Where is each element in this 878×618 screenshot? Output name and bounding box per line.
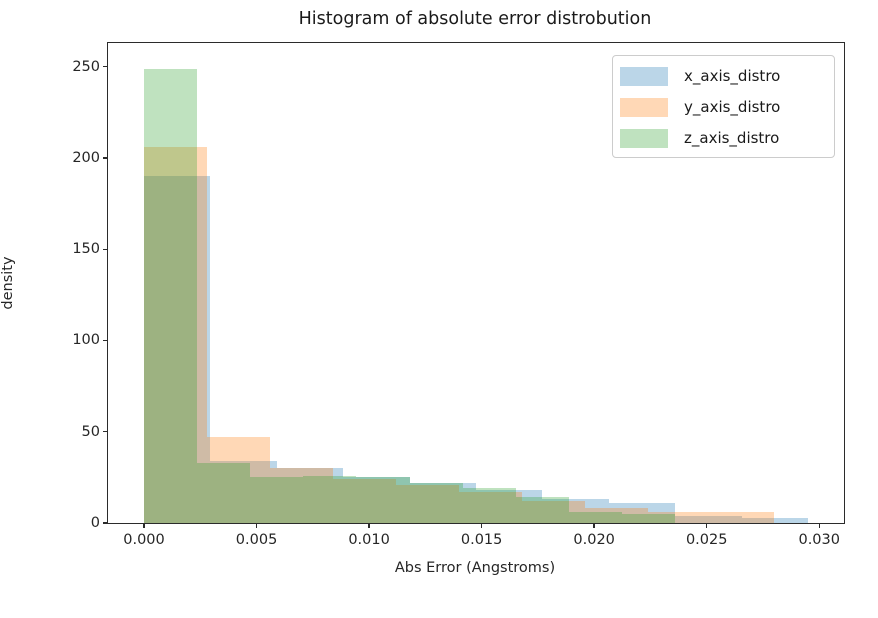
hist-bar-x_axis_distro xyxy=(276,468,344,523)
legend-box: x_axis_distro y_axis_distro z_axis_distro xyxy=(612,55,835,158)
histogram-bars-layer xyxy=(108,43,844,523)
hist-bar-z_axis_distro xyxy=(622,513,676,523)
hist-bar-x_axis_distro xyxy=(343,477,410,523)
x-tick-mark xyxy=(143,523,145,528)
hist-bar-z_axis_distro xyxy=(144,68,198,523)
y-tick-mark xyxy=(103,157,108,159)
y-tick-label: 250 xyxy=(72,58,100,75)
x-tick-mark xyxy=(818,523,820,528)
y-tick-mark xyxy=(103,339,108,342)
x-tick-label: 0.010 xyxy=(348,532,390,548)
x-tick-mark xyxy=(368,523,370,528)
y-tick-label: 200 xyxy=(72,149,100,166)
x-tick-label: 0.030 xyxy=(798,532,840,548)
x-tick-label: 0.025 xyxy=(685,532,728,548)
hist-bar-x_axis_distro xyxy=(608,502,676,523)
x-tick-label: 0.005 xyxy=(235,532,278,548)
hist-bar-x_axis_distro xyxy=(675,515,742,523)
hist-bar-z_axis_distro xyxy=(568,512,623,523)
hist-bar-z_axis_distro xyxy=(356,477,410,523)
hist-bar-z_axis_distro xyxy=(462,488,516,523)
hist-bar-y_axis_distro xyxy=(207,437,271,523)
hist-bar-y_axis_distro xyxy=(648,512,712,523)
y-tick-label: 50 xyxy=(81,423,100,440)
y-tick-mark xyxy=(103,66,108,68)
y-tick-mark xyxy=(103,248,108,250)
hist-bar-y_axis_distro xyxy=(333,479,397,523)
legend-label: x_axis_distro xyxy=(684,67,781,85)
legend-item-y_axis_distro: y_axis_distro xyxy=(620,98,825,117)
legend-item-x_axis_distro: x_axis_distro xyxy=(620,67,825,86)
hist-bar-y_axis_distro xyxy=(522,501,586,523)
y-tick-mark xyxy=(103,431,108,433)
hist-bar-z_axis_distro xyxy=(303,475,357,523)
hist-bar-y_axis_distro xyxy=(585,508,649,523)
x-tick-mark xyxy=(593,523,595,528)
legend-label: y_axis_distro xyxy=(684,98,781,116)
x-tick-mark xyxy=(480,523,483,528)
hist-bar-z_axis_distro xyxy=(197,462,251,523)
x-tick-mark xyxy=(255,523,258,528)
x-tick-mark xyxy=(706,523,708,528)
plot-area: 0.000 0.005 0.010 0.015 0.020 0.025 0.030 0 50 1… xyxy=(72,42,845,548)
x-tick-label: 0.020 xyxy=(573,532,615,548)
legend-item-z_axis_distro: z_axis_distro xyxy=(620,129,825,148)
hist-bar-x_axis_distro xyxy=(144,176,211,523)
chart-title: Histogram of absolute error distrobution xyxy=(298,9,652,29)
hist-bar-x_axis_distro xyxy=(409,482,476,523)
hist-bar-x_axis_distro xyxy=(542,499,609,523)
y-axis-label: density xyxy=(0,256,16,310)
x-axis-label: Abs Error (Angstroms) xyxy=(394,560,556,576)
x-tick-label: 0.000 xyxy=(123,532,165,548)
hist-bar-z_axis_distro xyxy=(409,482,463,523)
hist-bar-y_axis_distro xyxy=(270,468,334,523)
hist-bar-z_axis_distro xyxy=(515,497,569,523)
legend-swatch-x_axis_distro xyxy=(620,67,668,86)
hist-bar-z_axis_distro xyxy=(250,477,304,523)
hist-bar-y_axis_distro xyxy=(396,484,460,523)
hist-bar-y_axis_distro xyxy=(144,147,208,523)
legend-swatch-z_axis_distro xyxy=(620,129,668,148)
y-tick-mark xyxy=(103,522,108,524)
y-tick-label: 150 xyxy=(72,241,100,258)
y-tick-label: 100 xyxy=(72,332,100,349)
x-tick-label: 0.015 xyxy=(460,532,503,548)
hist-bar-y_axis_distro xyxy=(459,491,523,523)
hist-bar-x_axis_distro xyxy=(476,490,543,523)
y-tick-label: 0 xyxy=(90,515,100,531)
legend-swatch-y_axis_distro xyxy=(620,98,668,117)
legend-label: z_axis_distro xyxy=(684,129,780,147)
hist-bar-x_axis_distro xyxy=(210,460,277,523)
hist-bar-x_axis_distro xyxy=(741,517,808,523)
hist-bar-y_axis_distro xyxy=(711,512,775,523)
